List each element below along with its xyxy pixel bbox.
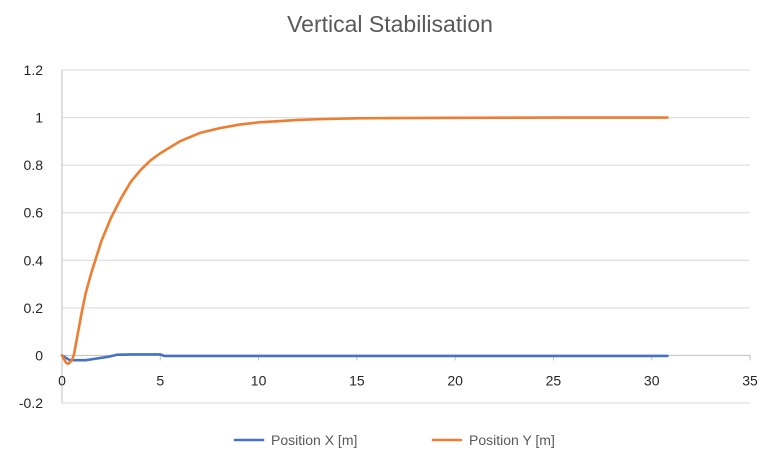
y-tick-label-3: 0.4	[24, 252, 44, 268]
legend-label-1: Position Y [m]	[469, 432, 555, 448]
x-tick-label-3: 15	[349, 372, 365, 388]
y-tick-label-5: 0.8	[24, 157, 44, 173]
series-line-0	[60, 353, 669, 362]
gridlines	[62, 69, 750, 404]
x-tick-label-7: 35	[742, 372, 758, 388]
chart-title: Vertical Stabilisation	[287, 11, 493, 37]
legend-label-0: Position X [m]	[271, 432, 357, 448]
y-tick-label-2: 0.2	[24, 300, 44, 316]
legend: Position X [m] Position Y [m]	[233, 432, 555, 448]
axes: 0 5 10 15 20 25 30 35 -0.2 0 0.2 0.4 0.6 0.8 1 1.2	[19, 62, 758, 411]
y-tick-label-6: 1	[35, 110, 43, 126]
series-lines	[60, 116, 669, 366]
y-tick-label-1: 0	[35, 347, 43, 363]
y-tick-label-7: 1.2	[24, 62, 44, 78]
x-tick-label-2: 10	[251, 372, 267, 388]
x-tick-label-6: 30	[644, 372, 660, 388]
x-tick-label-4: 20	[447, 372, 463, 388]
x-tick-label-5: 25	[546, 372, 562, 388]
x-tick-label-1: 5	[156, 372, 164, 388]
series-line-1	[60, 116, 669, 366]
x-tick-label-0: 0	[58, 372, 66, 388]
y-tick-label-0: -0.2	[19, 395, 43, 411]
y-tick-label-4: 0.6	[24, 205, 44, 221]
